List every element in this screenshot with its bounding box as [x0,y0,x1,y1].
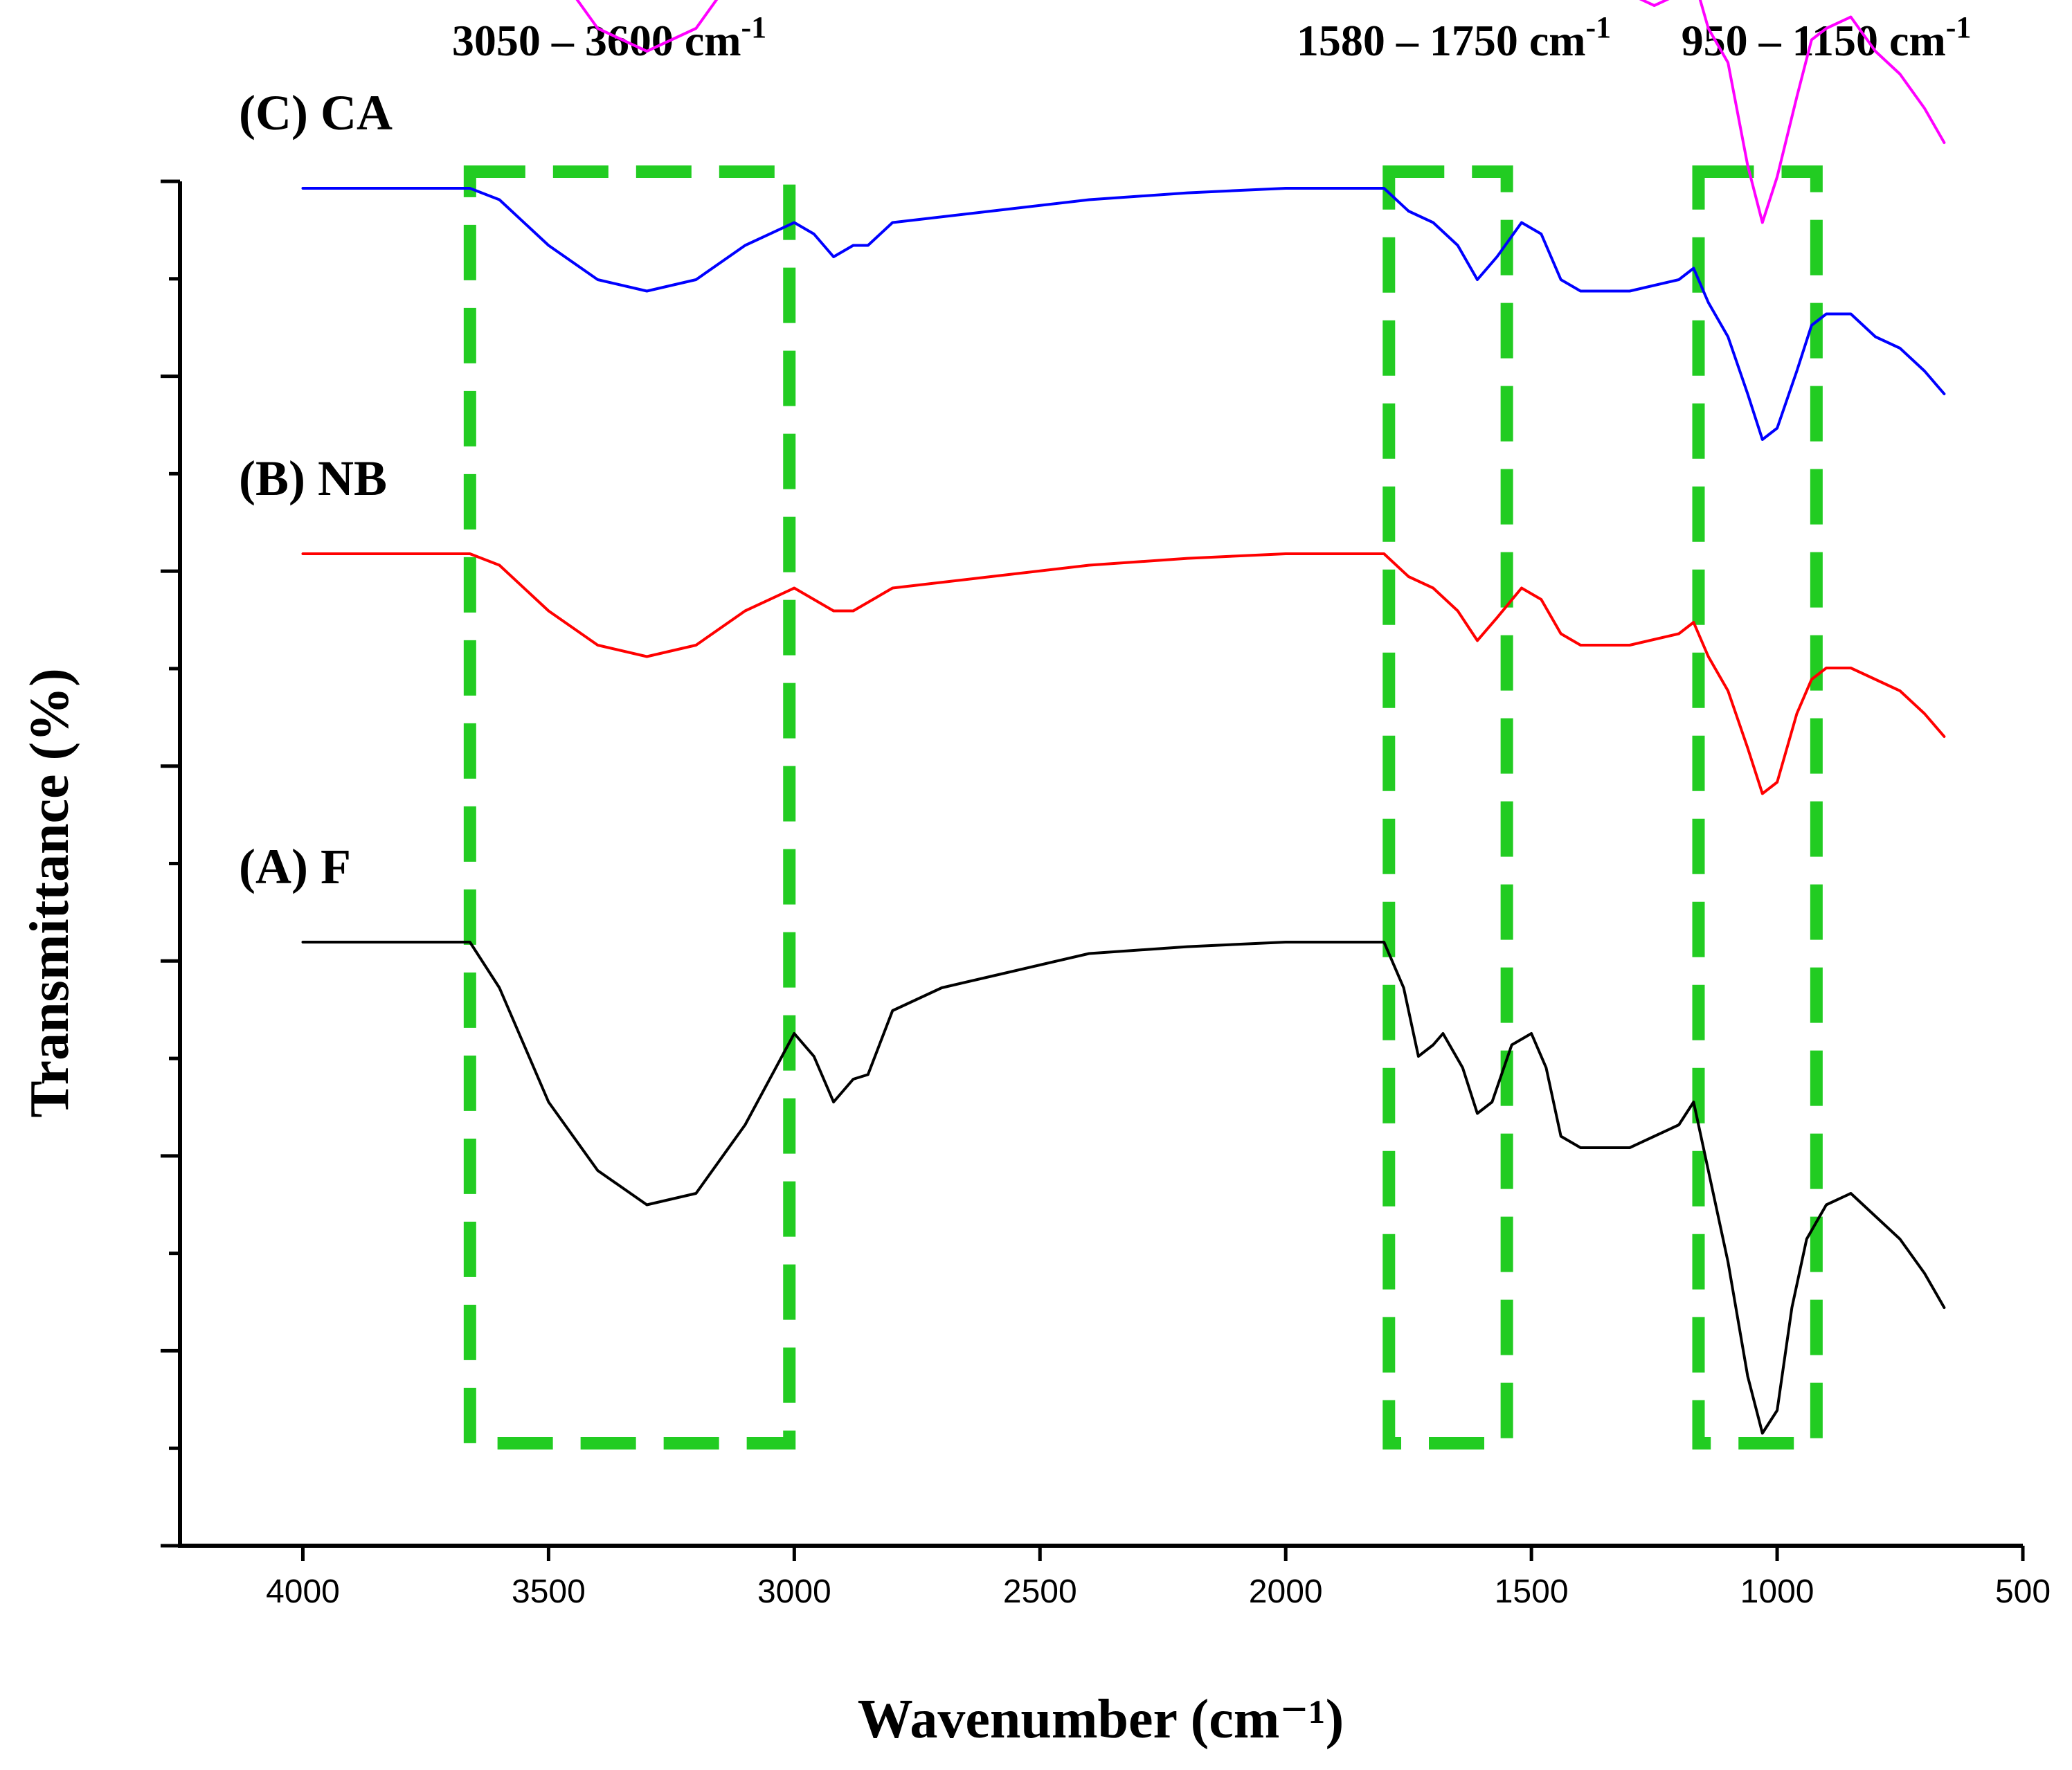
x-tick-label: 2500 [1003,1573,1077,1610]
series-labels: (D) AA(C) CA(B) NB(A) F [239,85,393,894]
region-boxes [463,165,1823,1450]
series-line-af [301,941,1946,1435]
x-tick-label: 500 [1995,1573,2051,1610]
y-axis-ticks [161,179,180,1548]
region-box-2 [1382,165,1513,1450]
x-tick-label: 1000 [1740,1573,1814,1610]
series-label-cca: (C) CA [239,85,393,141]
x-axis-ticks: 4000 3500 3000 2500 2000 1500 1000 500 [266,1546,2051,1610]
region-labels: 3050 – 3600 cm-1 1580 – 1750 cm-1 950 – 11… [452,10,1972,65]
x-axis-title: Wavenumber (cm⁻¹) [858,1689,1344,1750]
region-label-2: 1580 – 1750 cm-1 [1297,10,1611,65]
x-tick-label: 4000 [266,1573,340,1610]
series-label-bnb: (B) NB [239,451,387,506]
series-line-cca [301,187,1946,441]
region-box-1 [463,165,796,1450]
y-axis-title: Transmittance (%) [19,668,80,1118]
x-tick-label: 3500 [512,1573,586,1610]
series-lines [301,0,1946,1435]
series-line-bnb [301,552,1946,795]
series-line-daa [575,0,1946,224]
x-tick-label: 2000 [1249,1573,1323,1610]
series-label-af: (A) F [239,839,351,894]
region-label-1: 3050 – 3600 cm-1 [452,10,766,65]
x-tick-label: 3000 [757,1573,831,1610]
region-box-3 [1692,165,1823,1450]
x-tick-label: 1500 [1495,1573,1569,1610]
